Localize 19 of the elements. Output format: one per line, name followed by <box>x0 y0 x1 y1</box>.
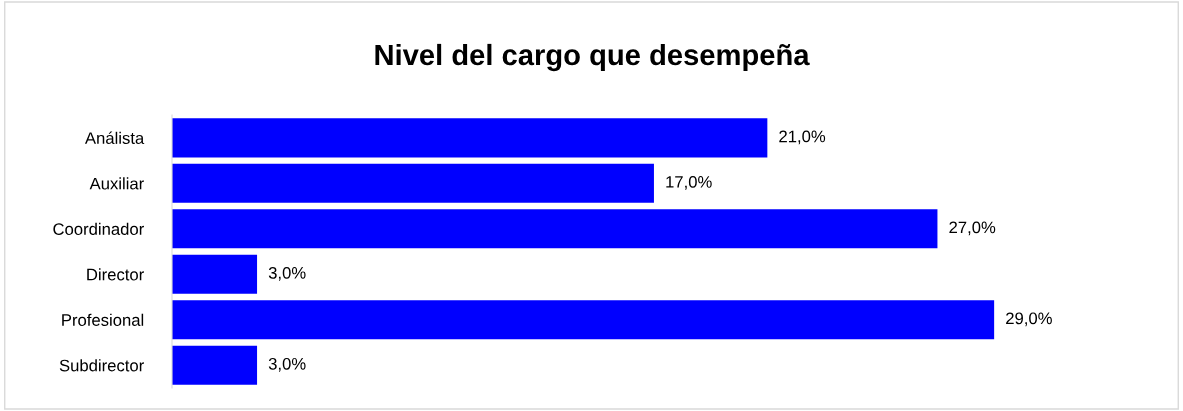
bar <box>172 300 995 340</box>
y-tick-label: Director <box>87 268 144 281</box>
data-label: 29,0% <box>1006 312 1052 327</box>
y-tick-label: Profesional <box>62 313 144 326</box>
y-tick-label: Análista <box>84 131 145 145</box>
bar <box>172 254 258 294</box>
bar <box>172 209 938 249</box>
y-tick-label: Subdirector <box>59 359 144 372</box>
data-label: 3,0% <box>268 266 306 281</box>
data-label: 21,0% <box>779 130 826 145</box>
data-label: 3,0% <box>268 357 306 372</box>
y-tick-label: Auxiliar <box>89 177 144 190</box>
bar <box>172 163 654 203</box>
y-tick-label: Coordinador <box>53 222 144 235</box>
chart-title: Nivel del cargo que desempeña <box>375 43 810 72</box>
bar <box>172 345 258 385</box>
bar <box>172 118 768 158</box>
data-label: 17,0% <box>666 175 712 190</box>
data-label: 27,0% <box>949 221 996 236</box>
